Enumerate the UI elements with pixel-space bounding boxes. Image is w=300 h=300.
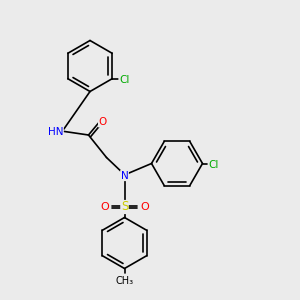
Text: HN: HN [48,128,63,137]
Text: N: N [121,171,128,181]
Text: O: O [98,117,107,127]
Text: Cl: Cl [119,75,129,85]
Text: CH₃: CH₃ [116,276,134,286]
Text: O: O [140,202,149,212]
Text: O: O [100,202,109,212]
Text: Cl: Cl [209,160,219,170]
Text: S: S [121,200,128,214]
